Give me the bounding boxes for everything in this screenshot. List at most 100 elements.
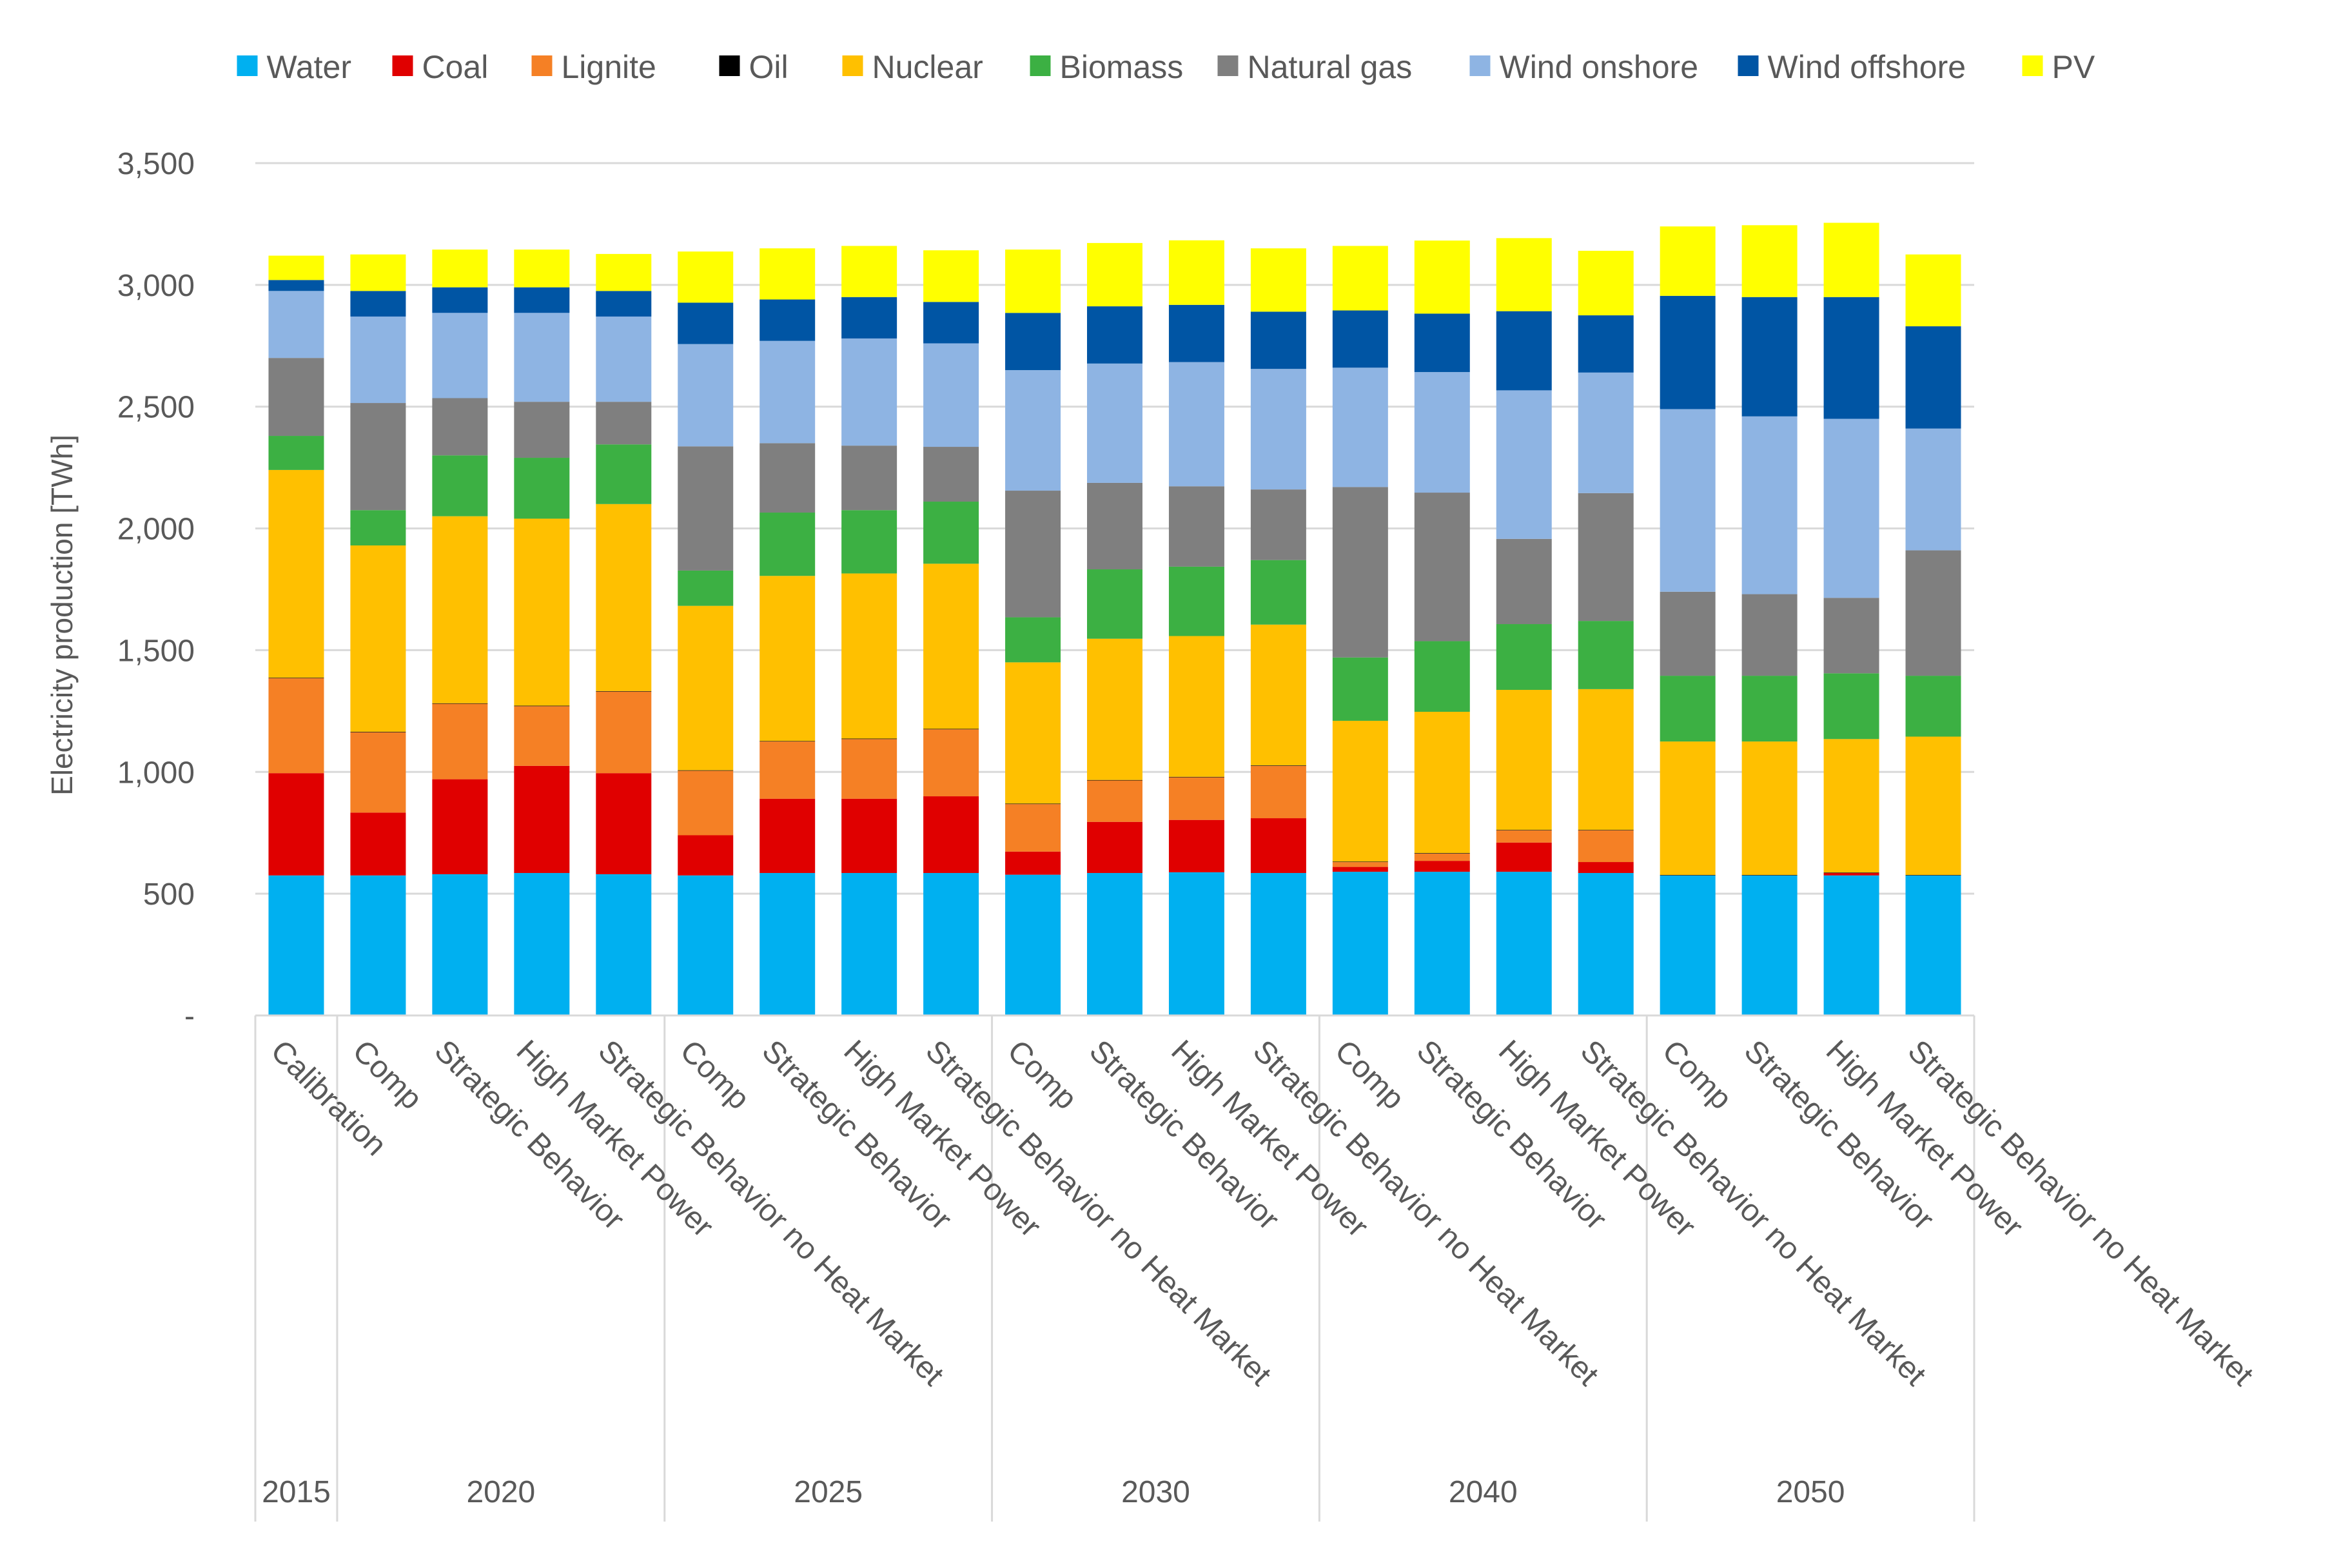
- bar-segment-lignite: [268, 678, 324, 774]
- bar-segment-coal: [432, 779, 488, 874]
- bar-segment-wind-offshore: [1741, 297, 1798, 416]
- bar-segment-water: [1823, 875, 1879, 1015]
- bar-segment-wind-offshore: [1823, 297, 1879, 419]
- bar-segment-biomass: [1823, 673, 1879, 740]
- legend-label: Wind offshore: [1768, 49, 1966, 85]
- bar-segment-lignite: [678, 770, 734, 836]
- bar-segment-biomass: [1905, 676, 1961, 737]
- bar-segment-coal: [760, 798, 816, 874]
- bar-segment-natural-gas: [1578, 493, 1634, 622]
- x-group-label: 2020: [466, 1475, 535, 1509]
- bar-segment-coal: [350, 812, 406, 876]
- bar-segment-wind-onshore: [1414, 372, 1470, 493]
- bar-segment-lignite: [514, 706, 570, 766]
- bar-segment-water: [1087, 873, 1142, 1015]
- bar-segment-lignite: [596, 691, 652, 774]
- bar-stack: [432, 250, 488, 1015]
- legend-item: Natural gas: [1217, 49, 1413, 85]
- bar-segment-biomass: [760, 513, 816, 576]
- bar-segment-wind-onshore: [1578, 372, 1634, 493]
- bar-segment-natural-gas: [432, 398, 488, 456]
- bar-segment-wind-offshore: [923, 302, 979, 344]
- y-tick-label: -: [184, 999, 195, 1034]
- bar-segment-nuclear: [923, 564, 979, 729]
- bar-segment-coal: [514, 765, 570, 874]
- bar-segment-nuclear: [268, 469, 324, 678]
- legend: Water Coal Lignite Oil Nuclear Biomass Natural…: [237, 49, 2095, 85]
- bar-segment-coal: [596, 773, 652, 874]
- bar-segment-wind-onshore: [432, 313, 488, 398]
- bar-segment-oil: [1823, 872, 1879, 874]
- x-category-label: Strategic Behavior no Heat Market: [1901, 1034, 2260, 1392]
- bar-segment-natural-gas: [1168, 486, 1224, 567]
- bar-segment-wind-onshore: [1496, 390, 1552, 539]
- y-axis-title: Electricity production [TWh]: [45, 435, 79, 796]
- bar-segment-water: [1578, 873, 1634, 1015]
- bar-segment-nuclear: [1578, 689, 1634, 830]
- bar-segment-nuclear: [1005, 662, 1061, 804]
- bar-segment-wind-onshore: [1332, 368, 1388, 487]
- bar-segment-water: [596, 874, 652, 1015]
- bar-segment-lignite: [760, 741, 816, 799]
- bar-segment-natural-gas: [1823, 598, 1879, 674]
- bar-segment-pv: [1578, 250, 1634, 316]
- bar-stack: [1741, 225, 1798, 1015]
- bar-segment-pv: [350, 254, 406, 291]
- x-group-label: 2025: [794, 1475, 863, 1509]
- legend-label: Oil: [749, 49, 789, 85]
- bar-segment-pv: [1905, 254, 1961, 327]
- bar-segment-natural-gas: [760, 443, 816, 513]
- bar-stack: [760, 248, 816, 1015]
- bar-segment-coal: [1414, 861, 1470, 872]
- legend-label: PV: [2052, 49, 2095, 85]
- bar-segment-oil: [1332, 861, 1388, 863]
- bar-segment-natural-gas: [268, 358, 324, 436]
- bar-segment-wind-offshore: [268, 280, 324, 291]
- bar-segment-oil: [596, 691, 652, 692]
- bar-segment-wind-onshore: [268, 291, 324, 358]
- bar-stack: [1005, 250, 1061, 1015]
- bar-segment-pv: [760, 248, 816, 300]
- bar-segment-natural-gas: [350, 403, 406, 511]
- bar-segment-wind-offshore: [760, 299, 816, 341]
- bar-segment-oil: [1168, 776, 1224, 778]
- x-group-label: 2015: [262, 1475, 331, 1509]
- legend-item: Lignite: [531, 49, 656, 85]
- y-tick-label: 2,000: [117, 513, 195, 547]
- bar-segment-nuclear: [760, 576, 816, 741]
- bar-segment-oil: [1087, 779, 1142, 781]
- x-group-label: 2040: [1449, 1475, 1518, 1509]
- bar-segment-coal: [678, 835, 734, 876]
- bar-segment-water: [1168, 872, 1224, 1015]
- bar-segment-wind-offshore: [678, 302, 734, 344]
- bar-segment-natural-gas: [841, 446, 897, 511]
- bar-segment-nuclear: [841, 573, 897, 739]
- bar-segment-natural-gas: [1332, 487, 1388, 658]
- legend-swatch: [842, 55, 863, 76]
- bar-segment-oil: [1250, 765, 1306, 766]
- bar-segment-wind-offshore: [1005, 313, 1061, 371]
- bar-segment-natural-gas: [1496, 538, 1552, 625]
- bar-segment-water: [350, 875, 406, 1015]
- bar-segment-wind-offshore: [1250, 311, 1306, 369]
- bar-segment-natural-gas: [1005, 491, 1061, 618]
- bar-segment-water: [514, 873, 570, 1015]
- bar-segment-pv: [1414, 240, 1470, 314]
- bar-segment-nuclear: [1741, 741, 1798, 876]
- bar-segment-coal: [268, 773, 324, 876]
- bar-segment-wind-onshore: [1087, 363, 1142, 483]
- bar-segment-wind-onshore: [760, 340, 816, 444]
- bar-segment-nuclear: [1168, 636, 1224, 777]
- bar-stack: [1496, 238, 1552, 1015]
- bar-segment-pv: [514, 250, 570, 288]
- bar-segment-wind-offshore: [1332, 310, 1388, 368]
- bar-segment-oil: [1660, 875, 1716, 876]
- bar-segment-wind-offshore: [1414, 313, 1470, 373]
- legend-label: Natural gas: [1248, 49, 1413, 85]
- bar-segment-biomass: [350, 510, 406, 546]
- bar-segment-lignite: [1496, 830, 1552, 843]
- bar-segment-wind-onshore: [1823, 418, 1879, 598]
- bar-segment-water: [1496, 872, 1552, 1015]
